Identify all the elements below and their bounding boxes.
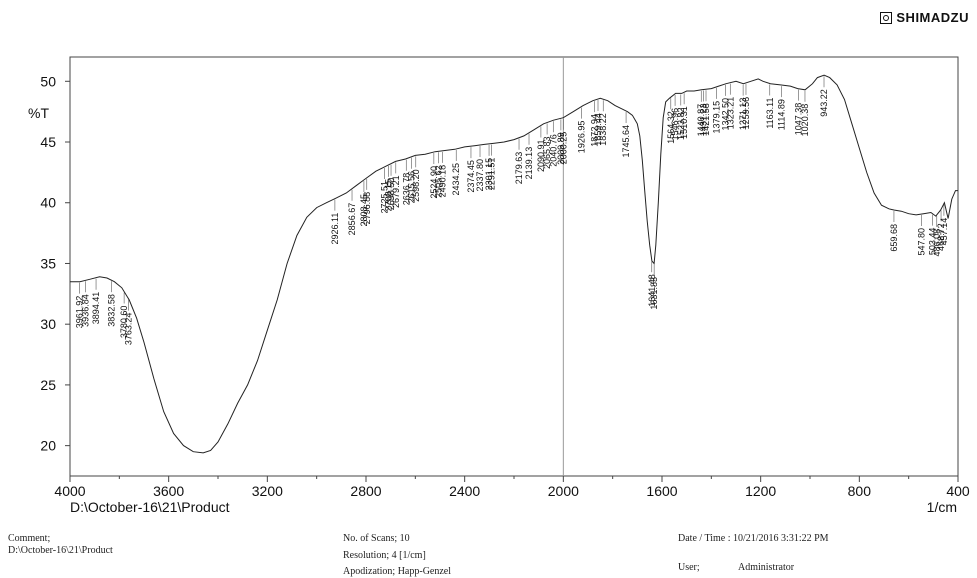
peak-label: 2040.76 [548,134,558,167]
peak-label: 2490.18 [437,165,447,198]
brand-mark-icon [880,11,893,24]
peak-label: 457.14 [939,218,949,246]
brand-name: SHIMADZU [896,10,969,25]
peak-label: 2301.15 [484,158,494,191]
y-tick-label: 40 [40,195,56,211]
peak-label: 1859.44 [593,113,603,146]
x-tick-label: 1600 [646,483,677,499]
peak-label: 1641.48 [647,274,657,307]
peak-label: 1926.95 [576,121,586,154]
peak-label: 2291.51 [486,158,496,191]
peak-label: 1431.23 [699,104,709,137]
peak-label: 1323.21 [725,97,735,130]
peak-label: 1564.32 [666,111,676,144]
peak-label: 2434.25 [451,163,461,196]
peak-label: 3936.84 [81,294,91,327]
peak-label: 1379.15 [711,101,721,134]
peak-label: 1510.31 [679,106,689,139]
comment-value: D:\October-16\21\Product [8,545,113,556]
peak-label: 503.44 [927,228,937,256]
peak-label: 1163.11 [765,97,775,128]
comment-label: Comment; [8,533,51,544]
peak-label: 2725.51 [379,181,389,214]
apodization-text: Apodization; Happ-Genzel [343,566,452,577]
peak-label: 1259.56 [741,97,751,130]
peak-label: 2615.56 [406,171,416,204]
peak-label: 1271.13 [738,98,748,131]
peak-label: 1020.38 [800,104,810,137]
scan-params: No. of Scans; 10 Resolution; 4 [1/cm] Ap… [343,533,451,578]
peak-label: 1745.64 [621,125,631,158]
peak-label: 2808.45 [359,194,369,227]
peak-label: 1838.22 [598,113,608,146]
peak-label: 2926.11 [330,213,340,245]
peak-label: 2000.25 [558,132,568,165]
peak-label: 2636.78 [401,173,411,206]
peak-label: 2090.91 [536,139,546,172]
spectrum-line [70,74,958,454]
peak-label: 2708.15 [384,179,394,212]
peak-label: 3763.24 [123,313,133,346]
user-label: User; [678,562,700,573]
peak-label: 3894.41 [91,292,101,325]
peak-label: 2065.83 [542,137,552,170]
peak-label: 547.80 [917,228,927,256]
datetime-text: Date / Time : 10/21/2016 3:31:22 PM [678,533,829,544]
brand-logo: SHIMADZU [880,10,969,25]
peak-label: 1523.82 [676,107,686,140]
peak-label: 468.72 [936,223,946,251]
x-tick-label: 4000 [54,483,85,499]
peak-label: 2698.50 [386,178,396,211]
peak-label: 1114.89 [777,99,787,130]
y-tick-label: 50 [40,73,56,89]
x-tick-label: 2800 [350,483,381,499]
peak-label: 659.68 [889,224,899,252]
peak-label: 2139.13 [524,147,534,180]
comment-block: Comment; D:\October-16\21\Product [8,533,113,557]
peak-label: 2856.67 [347,203,357,236]
peak-label: 1546.96 [670,108,680,141]
y-axis-label: %T [28,105,49,121]
peak-label: 1631.83 [649,277,659,310]
peak-label: 2505.62 [434,165,444,198]
x-axis-label: 1/cm [927,499,957,515]
peak-label: 943.22 [819,89,829,117]
scans-text: No. of Scans; 10 [343,533,410,544]
y-tick-label: 35 [40,255,56,271]
x-tick-label: 1200 [745,483,776,499]
file-label: D:\October-16\21\Product [70,499,230,515]
peak-label: 2796.88 [362,192,372,225]
peak-label: 3832.58 [106,294,116,327]
peak-label: 2524.90 [429,166,439,199]
peak-label: 2374.45 [466,160,476,193]
peak-label: 1047.38 [793,103,803,136]
peak-label: 3780.60 [119,306,129,339]
peak-label: 2179.63 [514,152,524,185]
peak-label: 1342.50 [721,98,731,131]
peak-label: 1872.94 [590,114,600,147]
peak-label: 1421.58 [701,103,711,136]
peak-label: 3961.92 [74,296,84,329]
peak-label: 2337.80 [475,159,485,192]
peak-label: 2598.20 [411,169,421,202]
x-tick-label: 400 [946,483,970,499]
peak-label: 486.08 [932,229,942,257]
y-tick-label: 25 [40,377,56,393]
x-tick-label: 800 [848,483,872,499]
peak-label: 2009.89 [556,132,566,165]
plot-frame [69,56,959,477]
x-tick-label: 2400 [449,483,480,499]
resolution-text: Resolution; 4 [1/cm] [343,550,426,561]
x-tick-label: 3600 [153,483,184,499]
y-tick-label: 20 [40,438,56,454]
x-tick-label: 3200 [252,483,283,499]
y-tick-label: 45 [40,134,56,150]
peak-label: 2679.21 [391,175,401,208]
user-value: Administrator [738,562,795,573]
y-tick-label: 30 [40,316,56,332]
peak-label: 1440.87 [696,104,706,137]
x-tick-label: 2000 [548,483,579,499]
